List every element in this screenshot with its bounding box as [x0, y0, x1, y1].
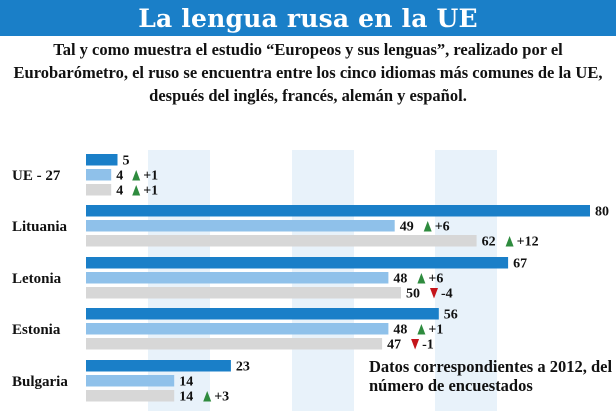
- category-label: Letonia: [12, 271, 62, 287]
- value-label: 56: [444, 308, 458, 323]
- bar: [86, 235, 477, 247]
- category-label: Estonia: [12, 322, 61, 338]
- chart-subtitle: Tal y como muestra el estudio “Europeos …: [13, 40, 603, 105]
- category-label: UE - 27: [12, 168, 61, 184]
- value-label: 49: [400, 220, 414, 235]
- bar: [86, 257, 509, 269]
- up-arrow-icon: [423, 221, 432, 232]
- value-label: 47: [387, 338, 401, 353]
- bar: [86, 205, 590, 217]
- up-arrow-icon: [203, 391, 212, 402]
- category-label: Lituania: [12, 219, 68, 235]
- bar: [86, 287, 401, 299]
- change-label: -1: [422, 338, 434, 353]
- change-label: +3: [214, 390, 229, 405]
- bar: [86, 184, 112, 196]
- up-arrow-icon: [505, 236, 514, 247]
- down-arrow-icon: [430, 288, 438, 299]
- up-arrow-icon: [132, 185, 141, 196]
- value-label: 23: [236, 360, 250, 375]
- value-label: 62: [482, 235, 496, 250]
- background-band: [435, 150, 497, 411]
- chart-title: La lengua rusa en la UE: [138, 3, 478, 33]
- bar: [86, 220, 395, 232]
- change-label: +1: [143, 184, 158, 199]
- bar: [86, 338, 383, 350]
- bar: [86, 154, 118, 166]
- data-note: Datos correspondientes a 2012, del númer…: [369, 357, 613, 395]
- change-label: +1: [428, 323, 443, 338]
- bar: [86, 272, 389, 284]
- value-label: 5: [123, 154, 130, 169]
- value-label: 4: [116, 184, 123, 199]
- up-arrow-icon: [417, 273, 426, 284]
- change-label: +6: [435, 220, 450, 235]
- up-arrow-icon: [132, 170, 141, 181]
- change-label: +12: [517, 235, 539, 250]
- title-bar: La lengua rusa en la UE: [0, 0, 616, 36]
- value-label: 14: [179, 390, 193, 405]
- down-arrow-icon: [411, 339, 420, 350]
- bar: [86, 323, 389, 335]
- category-label: Bulgaria: [12, 374, 68, 390]
- bar: [86, 375, 175, 387]
- bar: [86, 169, 112, 181]
- change-label: -4: [441, 287, 453, 302]
- value-label: 67: [513, 257, 527, 272]
- bar: [86, 390, 175, 402]
- change-label: +6: [428, 272, 443, 287]
- value-label: 80: [595, 205, 609, 220]
- value-label: 14: [179, 375, 193, 390]
- up-arrow-icon: [417, 324, 426, 335]
- bar: [86, 308, 439, 320]
- bar: [86, 360, 231, 372]
- value-label: 4: [116, 169, 123, 184]
- change-label: +1: [143, 169, 158, 184]
- value-label: 48: [393, 323, 407, 338]
- value-label: 50: [406, 287, 420, 302]
- value-label: 48: [393, 272, 407, 287]
